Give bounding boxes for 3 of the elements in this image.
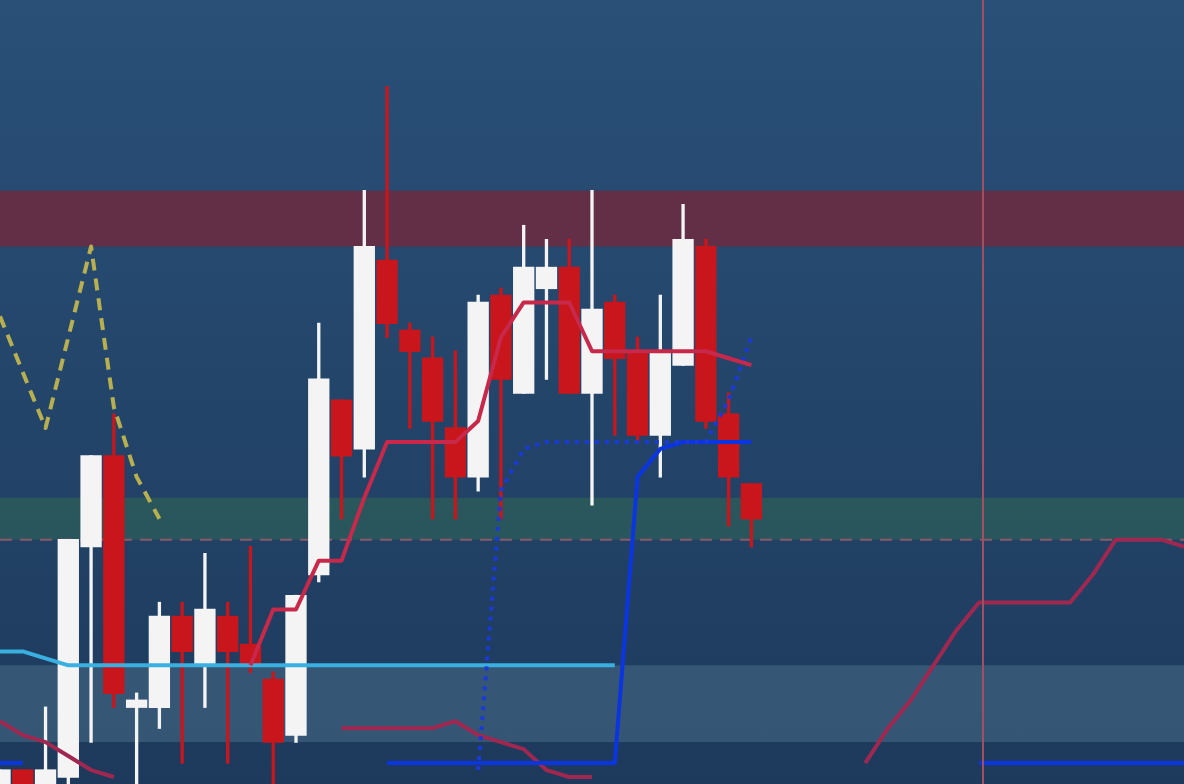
candlestick — [171, 601, 193, 764]
candlestick — [399, 322, 421, 429]
candlestick — [376, 86, 398, 338]
